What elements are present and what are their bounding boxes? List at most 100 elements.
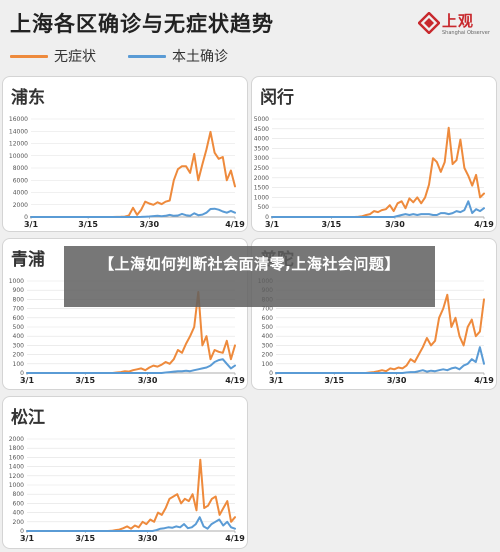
x-tick-label: 3/15 xyxy=(75,534,95,543)
y-tick-label: 5000 xyxy=(254,116,269,123)
y-tick-label: 1800 xyxy=(9,445,24,452)
y-tick-label: 2500 xyxy=(254,165,269,172)
y-tick-label: 600 xyxy=(262,315,274,322)
legend-label: 本土确诊 xyxy=(172,49,228,65)
y-tick-label: 3500 xyxy=(254,145,269,152)
y-tick-label: 700 xyxy=(262,306,274,313)
x-tick-label: 3/30 xyxy=(138,534,158,543)
x-tick-label: 3/1 xyxy=(20,376,34,385)
headline-banner: 【上海如何判断社会面清零,上海社会问题】 xyxy=(64,246,435,307)
y-tick-label: 1000 xyxy=(254,194,269,201)
x-tick-label: 3/15 xyxy=(324,376,344,385)
chart-plot: 0 100 200 300 400 500 600 700 800 900 1000 3/1 3/15 3… xyxy=(9,278,246,385)
y-tick-label: 4500 xyxy=(254,126,269,133)
y-tick-label: 6000 xyxy=(13,177,28,184)
y-tick-label: 0 xyxy=(20,370,24,377)
x-tick-label: 4/19 xyxy=(474,220,494,229)
series-line-confirmed xyxy=(26,516,236,532)
logo: 上观 Shanghai Observer xyxy=(418,10,490,40)
y-tick-label: 500 xyxy=(262,324,274,331)
y-tick-label: 500 xyxy=(258,204,270,211)
legend-item-asymptomatic: 无症状 xyxy=(10,46,96,66)
chart-plot: 0 2000 4000 6000 8000 10000 12000 14000 16000 3/1… xyxy=(9,116,245,229)
y-tick-label: 14000 xyxy=(9,128,28,135)
legend-item-confirmed: 本土确诊 xyxy=(128,46,228,66)
y-tick-label: 12000 xyxy=(9,141,28,148)
y-tick-label: 1200 xyxy=(9,473,24,480)
x-tick-label: 3/30 xyxy=(385,220,405,229)
x-tick-label: 3/1 xyxy=(24,220,38,229)
chart-panel-pudong: 浦东 0 2000 4000 6000 8000 10000 12000 14000 16000… xyxy=(2,76,248,232)
logo-name-en: Shanghai Observer xyxy=(442,30,490,36)
series-line-asymptomatic xyxy=(26,458,236,532)
y-tick-label: 800 xyxy=(13,296,25,303)
legend: 无症状 本土确诊 xyxy=(10,46,490,66)
y-tick-label: 1500 xyxy=(254,185,269,192)
y-tick-label: 2000 xyxy=(9,436,24,443)
y-tick-label: 200 xyxy=(13,352,25,359)
series-line-confirmed xyxy=(275,346,485,374)
series-line-asymptomatic xyxy=(271,126,485,218)
y-tick-label: 900 xyxy=(13,287,25,294)
y-tick-label: 500 xyxy=(13,324,25,331)
series-line-confirmed xyxy=(30,207,236,218)
chart-title: 浦东 xyxy=(11,88,45,108)
y-tick-label: 600 xyxy=(13,500,25,507)
x-tick-label: 3/1 xyxy=(269,376,283,385)
y-tick-label: 600 xyxy=(13,315,25,322)
y-tick-label: 4000 xyxy=(13,190,28,197)
legend-swatch-asymptomatic xyxy=(10,54,48,58)
chart-title: 松江 xyxy=(11,408,45,428)
x-tick-label: 4/19 xyxy=(225,534,245,543)
page-title: 上海各区确诊与无症状趋势 xyxy=(10,12,274,36)
y-tick-label: 2000 xyxy=(254,175,269,182)
y-tick-label: 400 xyxy=(13,510,25,517)
x-tick-label: 4/19 xyxy=(225,220,245,229)
logo-name-cn: 上观 xyxy=(442,12,475,30)
y-tick-label: 1000 xyxy=(9,482,24,489)
chart-panel-songjiang: 松江 0 200 400 600 800 1000 1200 1400 1600 1800 2000… xyxy=(2,396,248,549)
y-tick-label: 0 xyxy=(265,214,269,221)
y-tick-label: 1400 xyxy=(9,464,24,471)
x-tick-label: 3/1 xyxy=(20,534,34,543)
x-tick-label: 3/30 xyxy=(140,220,160,229)
y-tick-label: 200 xyxy=(262,352,274,359)
y-tick-label: 4000 xyxy=(254,136,269,143)
x-tick-label: 3/15 xyxy=(75,376,95,385)
legend-label: 无症状 xyxy=(54,49,96,65)
y-tick-label: 0 xyxy=(24,214,28,221)
x-tick-label: 3/30 xyxy=(387,376,407,385)
y-tick-label: 1000 xyxy=(9,278,24,285)
y-tick-label: 200 xyxy=(13,519,25,526)
y-tick-label: 400 xyxy=(13,333,25,340)
y-tick-label: 3000 xyxy=(254,155,269,162)
y-tick-label: 100 xyxy=(262,361,274,368)
y-tick-label: 400 xyxy=(262,333,274,340)
y-tick-label: 2000 xyxy=(13,202,28,209)
y-tick-label: 700 xyxy=(13,306,25,313)
series-line-confirmed xyxy=(26,358,236,374)
y-tick-label: 8000 xyxy=(13,165,28,172)
y-tick-label: 16000 xyxy=(9,116,28,123)
y-tick-label: 300 xyxy=(13,342,25,349)
y-tick-label: 300 xyxy=(262,342,274,349)
chart-title: 闵行 xyxy=(260,88,294,108)
x-tick-label: 4/19 xyxy=(225,376,245,385)
series-line-asymptomatic xyxy=(30,130,236,218)
x-tick-label: 3/15 xyxy=(78,220,98,229)
series-line-confirmed xyxy=(271,200,485,218)
chart-plot: 0 500 1000 1500 2000 2500 3000 3500 4000 4500 5000… xyxy=(254,116,495,229)
x-tick-label: 3/1 xyxy=(265,220,279,229)
y-tick-label: 10000 xyxy=(9,153,28,160)
legend-swatch-confirmed xyxy=(128,54,166,58)
y-tick-label: 100 xyxy=(13,361,25,368)
chart-plot: 0 200 400 600 800 1000 1200 1400 1600 1800 2000 3/1… xyxy=(9,436,246,543)
chart-title: 青浦 xyxy=(11,250,45,270)
x-tick-label: 4/19 xyxy=(474,376,494,385)
chart-panel-minhang: 闵行 0 500 1000 1500 2000 2500 3000 3500 4000 4500 5… xyxy=(251,76,497,232)
x-tick-label: 3/15 xyxy=(322,220,342,229)
y-tick-label: 0 xyxy=(269,370,273,377)
x-tick-label: 3/30 xyxy=(138,376,158,385)
y-tick-label: 800 xyxy=(13,491,25,498)
y-tick-label: 0 xyxy=(20,528,24,535)
